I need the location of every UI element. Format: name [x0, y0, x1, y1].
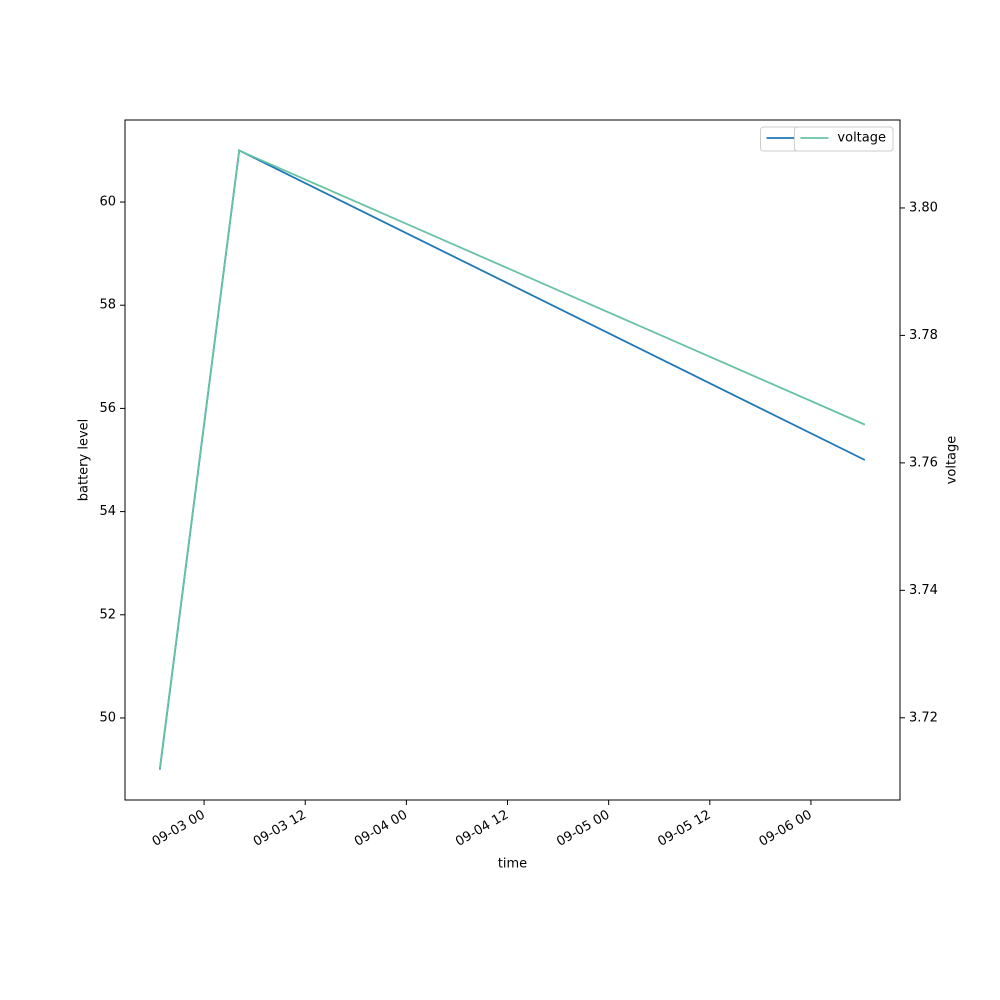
legend-label: voltage — [837, 131, 886, 146]
y2-axis-label: voltage — [945, 436, 960, 485]
plot-frame — [124, 119, 901, 801]
y-tick-label: 54 — [99, 504, 116, 519]
y-axis-label: battery level — [77, 419, 92, 502]
y2-tick-label: 3.72 — [909, 710, 938, 725]
line-series — [158, 149, 866, 770]
y-tick-label: 52 — [99, 607, 116, 622]
y2-tick-label: 3.74 — [909, 583, 938, 598]
x-tick-label: 09-03 00 — [150, 808, 208, 850]
y2-tick-label: 3.76 — [909, 455, 938, 470]
y2-tick-label: 3.80 — [909, 200, 938, 215]
y-tick-label: 56 — [99, 401, 116, 416]
y-tick-label: 58 — [99, 298, 116, 313]
y-tick-label: 50 — [99, 710, 116, 725]
x-tick-label: 09-04 00 — [352, 808, 410, 850]
legend-box — [793, 126, 894, 152]
line-series — [158, 149, 866, 769]
x-axis-label: time — [498, 857, 527, 872]
y-tick-label: 60 — [99, 195, 116, 210]
legend: voltage — [793, 126, 894, 152]
x-tick-label: 09-03 12 — [251, 808, 309, 850]
x-tick-label: 09-05 00 — [554, 808, 612, 850]
x-tick-label: 09-04 12 — [453, 808, 511, 850]
y2-tick-label: 3.78 — [909, 328, 938, 343]
x-tick-label: 09-05 12 — [655, 808, 713, 850]
x-tick-label: 09-06 00 — [757, 808, 815, 850]
